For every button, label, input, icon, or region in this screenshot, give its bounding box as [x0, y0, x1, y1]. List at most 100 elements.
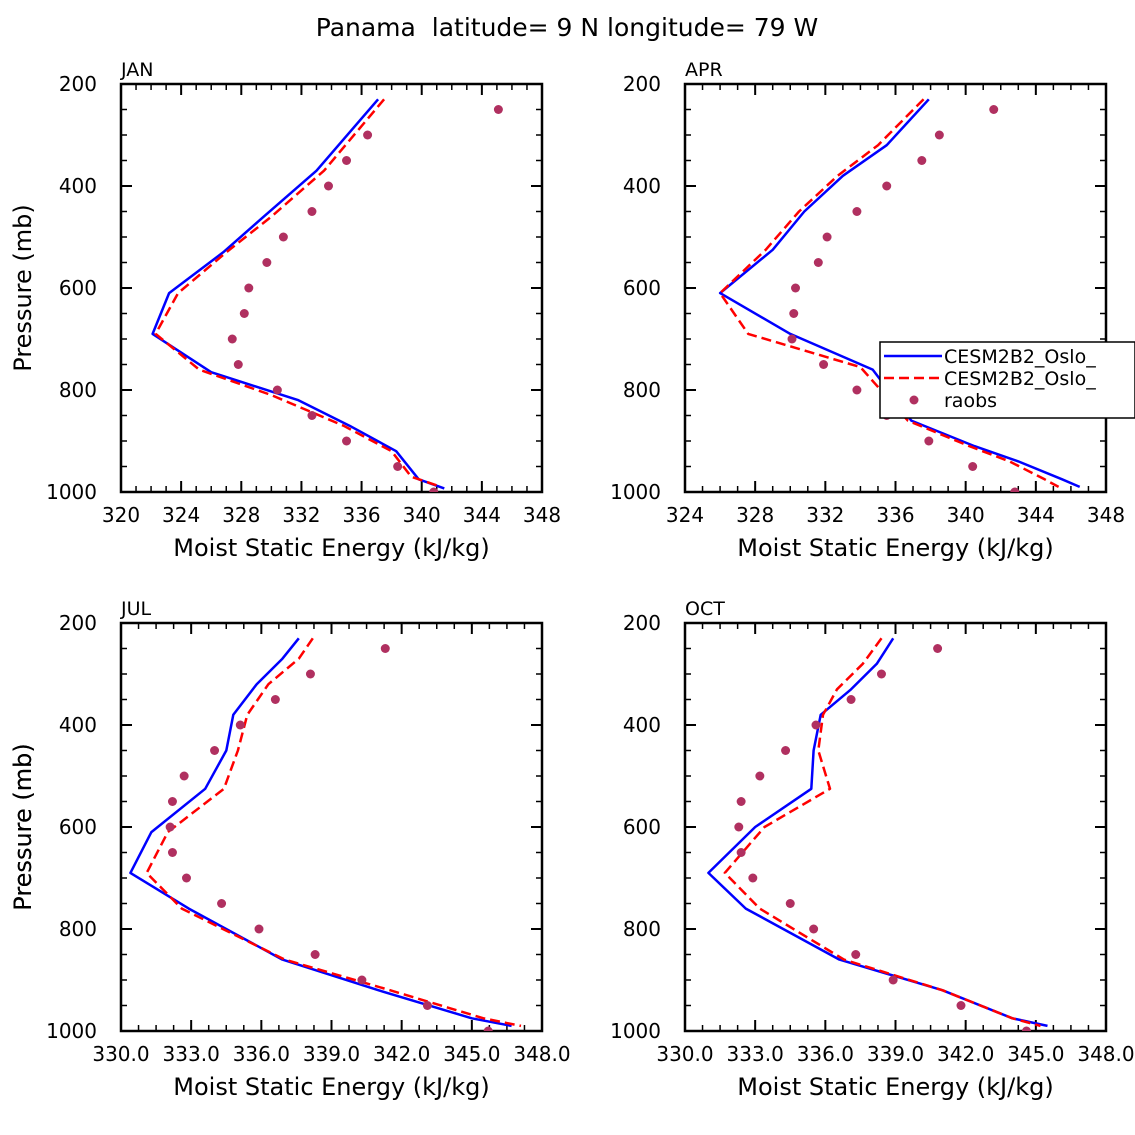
x-tick-label: 336.0	[797, 1042, 854, 1066]
y-tick-label: 800	[623, 917, 661, 941]
y-tick-label: 1000	[610, 1019, 661, 1043]
x-tick-label: 348.0	[1077, 1042, 1134, 1066]
model-line-dashed	[723, 637, 1041, 1028]
raobs-point	[888, 975, 898, 985]
panel-oct: OCT 330.0 333.0 336.0 339.0 342.0 345.0 348.0 20…	[9, 598, 1135, 1101]
raobs-point	[822, 232, 832, 242]
raobs-point	[789, 309, 799, 318]
x-tick-label: 333.0	[727, 1042, 784, 1066]
y-axis-title: Pressure (mb)	[9, 204, 37, 371]
x-tick-label: 344	[463, 503, 501, 527]
raobs-point	[989, 105, 999, 114]
raobs-point	[483, 1026, 493, 1031]
raobs-point	[1010, 487, 1020, 492]
y-tick-label: 200	[59, 611, 97, 635]
model-line-dashed	[154, 98, 442, 489]
raobs-point	[254, 924, 264, 934]
y-tick-label: 800	[623, 378, 661, 402]
raobs-point	[956, 1001, 966, 1010]
raobs-point	[852, 207, 862, 216]
y-tick-label: 400	[623, 174, 661, 198]
plot-area	[707, 637, 1048, 1031]
raobs-point	[357, 975, 367, 985]
y-tick-label: 600	[623, 276, 661, 300]
raobs-point	[393, 462, 403, 471]
x-tick-label: 342.0	[373, 1042, 430, 1066]
raobs-point	[811, 720, 821, 730]
x-tick-label: 330.0	[656, 1042, 713, 1066]
raobs-point	[307, 411, 317, 420]
y-tick-label: 1000	[46, 1019, 97, 1043]
y-tick-label: 400	[59, 713, 97, 737]
x-tick-label: 340	[947, 503, 985, 527]
x-tick-label: 336	[876, 503, 914, 527]
legend-label: CESM2B2_Oslo_	[944, 368, 1096, 390]
raobs-point	[924, 436, 934, 446]
panel-jan: JAN 320 324 328 332 336 340 344 348 200 400 600 800 1…	[9, 59, 561, 562]
x-tick-label: 336.0	[233, 1042, 290, 1066]
x-tick-label: 330.0	[92, 1042, 149, 1066]
raobs-point	[917, 156, 927, 165]
plot-area	[718, 98, 1081, 492]
x-tick-label: 345.0	[443, 1042, 500, 1066]
plot-frame	[683, 621, 1108, 1033]
y-tick-label: 1000	[610, 480, 661, 504]
raobs-point	[934, 130, 944, 140]
figure-title: Panama latitude= 9 N longitude= 79 W	[316, 13, 818, 42]
x-axis-title: Moist Static Energy (kJ/kg)	[173, 1073, 489, 1101]
raobs-point	[1021, 1026, 1031, 1031]
plot-frame	[683, 82, 1108, 494]
y-tick-label: 600	[623, 815, 661, 839]
raobs-point	[307, 207, 317, 216]
model-line-solid	[129, 637, 512, 1028]
raobs-point	[305, 669, 315, 679]
raobs-point	[429, 487, 439, 492]
raobs-point	[181, 873, 191, 883]
raobs-point	[755, 771, 765, 781]
raobs-point	[323, 181, 333, 191]
x-tick-label: 339.0	[867, 1042, 924, 1066]
plot-area	[129, 637, 522, 1031]
y-tick-label: 800	[59, 917, 97, 941]
raobs-point	[819, 360, 829, 369]
raobs-point	[165, 822, 175, 832]
raobs-point	[493, 105, 503, 114]
raobs-point	[167, 797, 177, 806]
y-tick-label: 800	[59, 378, 97, 402]
raobs-point	[244, 283, 254, 293]
raobs-point	[809, 924, 819, 934]
x-tick-label: 328	[736, 503, 774, 527]
x-tick-label: 328	[222, 503, 260, 527]
raobs-point	[882, 181, 892, 191]
x-tick-label: 332	[282, 503, 320, 527]
legend-box	[879, 341, 1135, 419]
month-label: APR	[685, 59, 723, 81]
raobs-point	[167, 848, 177, 857]
raobs-point	[933, 644, 943, 653]
y-tick-label: 600	[59, 815, 97, 839]
raobs-point	[310, 950, 320, 959]
raobs-point	[217, 899, 227, 908]
y-axis-title: Pressure (mb)	[9, 743, 37, 910]
y-tick-label: 1000	[46, 480, 97, 504]
raobs-point	[876, 669, 886, 679]
x-tick-label: 344	[1017, 503, 1055, 527]
x-tick-label: 324	[666, 503, 704, 527]
x-tick-label: 348	[523, 503, 561, 527]
panel-apr: APR 324 328 332 336 340 344 348 200 400 600 800 1000…	[610, 59, 1125, 562]
panels-group: JAN 320 324 328 332 336 340 344 348 200 400 600 800 1…	[9, 59, 1135, 1101]
y-tick-label: 600	[59, 276, 97, 300]
x-tick-label: 333.0	[163, 1042, 220, 1066]
plot-frame	[119, 621, 544, 1033]
y-axis-title: Pressure (mb)	[9, 743, 37, 910]
raobs-point	[851, 950, 861, 959]
month-label: OCT	[685, 598, 725, 620]
raobs-point	[748, 873, 758, 883]
panel-jul: JUL 330.0 333.0 336.0 339.0 342.0 345.0 348.0 20…	[9, 598, 571, 1101]
raobs-point	[736, 797, 746, 806]
x-tick-label: 332	[806, 503, 844, 527]
x-tick-label: 342.0	[937, 1042, 994, 1066]
y-tick-label: 400	[59, 174, 97, 198]
raobs-point	[968, 462, 978, 471]
